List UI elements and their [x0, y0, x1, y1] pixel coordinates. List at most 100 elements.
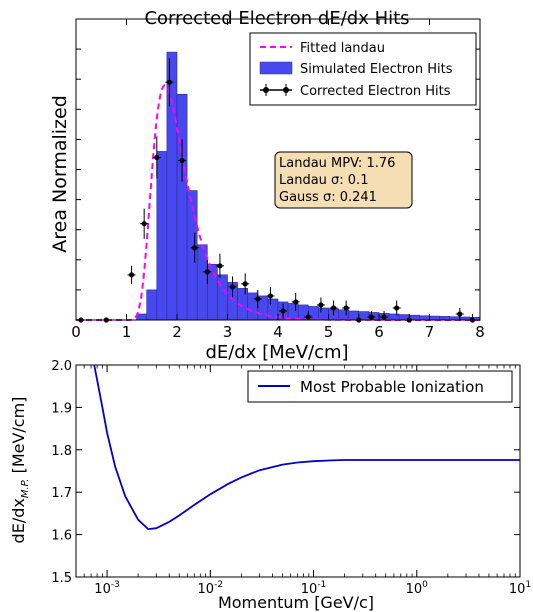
data-point	[304, 310, 313, 320]
point-marker	[457, 311, 463, 317]
point-marker	[280, 308, 286, 314]
x-tick-label: 6	[374, 323, 384, 341]
point-marker	[368, 314, 375, 320]
data-point	[215, 253, 224, 278]
plot-frame	[75, 364, 521, 578]
data-point	[228, 276, 237, 298]
point-marker	[204, 269, 210, 275]
x-tick-label: 7	[425, 323, 435, 341]
data-point	[367, 310, 376, 320]
x-tick-label: 101	[509, 580, 531, 597]
y-tick-label: 2.0	[51, 359, 72, 374]
x-tick-labels: 10-3 10-2 10-1 100 101	[94, 580, 531, 597]
annotation-box	[274, 151, 413, 209]
point-marker	[229, 284, 236, 290]
axis-ticks	[75, 18, 481, 321]
y-axis-label-main: dE/dx	[9, 498, 28, 543]
point-marker	[255, 296, 261, 302]
data-point	[316, 297, 325, 313]
legend: Fitted landau Simulated Electron Hits Co…	[249, 32, 477, 106]
data-point	[152, 136, 161, 179]
histogram-bar	[176, 93, 188, 321]
legend-entry: Fitted landau	[300, 41, 385, 56]
chart-dedx-histogram: Corrected Electron dE/dx Hits Area Norma…	[49, 8, 485, 363]
point-marker	[242, 281, 248, 287]
data-point	[291, 292, 300, 311]
data-point	[455, 307, 464, 320]
point-marker	[192, 245, 198, 251]
data-point	[279, 303, 288, 319]
data-point	[266, 286, 275, 305]
point-marker	[305, 314, 311, 320]
point-marker	[267, 293, 274, 299]
point-marker	[217, 263, 223, 269]
x-tick-label: 2	[172, 323, 182, 341]
y-tick-label: 1.8	[51, 444, 72, 459]
y-axis-label: dE/dxM.P. [MeV/cm]	[9, 397, 31, 544]
fit-annotation: Landau MPV: 1.76 Landau σ: 0.1 Gauss σ: …	[274, 151, 413, 209]
legend-point-marker	[263, 87, 269, 93]
data-point	[203, 259, 212, 284]
y-tick-label: 1.7	[51, 486, 72, 501]
x-tick-label: 10-1	[301, 580, 327, 597]
axis-ticks	[75, 364, 521, 578]
legend: Most Probable Ionization	[247, 370, 513, 403]
x-tick-label: 10-2	[198, 580, 224, 597]
x-tick-label: 3	[223, 323, 233, 341]
point-marker	[141, 221, 147, 227]
point-marker	[154, 154, 160, 161]
x-tick-label: 100	[406, 580, 429, 597]
x-tick-labels: 0 1 2 3 4 5 6 7 8	[71, 323, 485, 341]
y-tick-label: 1.5	[51, 571, 72, 586]
point-marker	[381, 314, 387, 320]
point-marker	[128, 272, 135, 278]
mpv-curve	[93, 364, 520, 531]
x-axis-label: dE/dx [MeV/cm]	[205, 342, 348, 363]
x-axis-label: Momentum [GeV/c]	[218, 593, 374, 612]
annotation-line: Landau σ: 0.1	[279, 173, 368, 188]
point-marker	[343, 305, 349, 311]
histogram-bar	[318, 307, 329, 321]
data-point	[165, 58, 174, 107]
point-marker	[166, 79, 173, 85]
data-points	[77, 58, 477, 323]
x-tick-label: 10-3	[94, 580, 120, 597]
data-point	[127, 265, 136, 284]
data-point	[342, 300, 351, 316]
legend-point-marker	[283, 87, 289, 93]
histogram-bar	[136, 313, 148, 321]
data-point	[178, 139, 187, 182]
point-marker	[293, 299, 299, 305]
data-point	[140, 208, 149, 239]
x-tick-label: 8	[475, 323, 485, 341]
legend-entry: Simulated Electron Hits	[300, 62, 453, 77]
histogram-bar	[146, 289, 158, 321]
legend-hist-swatch	[259, 61, 293, 75]
y-tick-label: 1.6	[51, 529, 72, 544]
data-point	[380, 310, 389, 320]
point-marker	[318, 302, 324, 308]
x-tick-label: 5	[324, 323, 334, 341]
legend-entry: Corrected Electron Hits	[300, 84, 451, 99]
histogram-bar	[156, 151, 168, 321]
y-axis-label: Area Normalized	[49, 95, 71, 253]
legend-entry: Most Probable Ionization	[300, 378, 484, 396]
annotation-line: Gauss σ: 0.241	[279, 190, 377, 205]
histogram-bar	[338, 309, 350, 321]
x-tick-label: 0	[71, 323, 81, 341]
data-point	[329, 300, 338, 316]
y-axis-label-subscript: M.P.	[20, 479, 31, 499]
chart-mpv-ionization: 1.5 1.6 1.7 1.8 1.9 2.0 10-3 10-2 10-1 100 101 Mo…	[9, 359, 531, 612]
point-marker	[330, 305, 337, 311]
data-point	[241, 273, 250, 295]
data-point	[190, 232, 199, 263]
y-tick-label: 1.9	[51, 401, 72, 416]
annotation-line: Landau MPV: 1.76	[279, 156, 395, 171]
y-tick-labels: 1.5 1.6 1.7 1.8 1.9 2.0	[51, 359, 72, 586]
point-marker	[179, 157, 185, 164]
data-point	[392, 300, 401, 316]
x-tick-label: 1	[122, 323, 132, 341]
point-marker	[394, 305, 400, 311]
x-tick-label: 4	[273, 323, 283, 341]
legend-frame	[247, 370, 513, 403]
